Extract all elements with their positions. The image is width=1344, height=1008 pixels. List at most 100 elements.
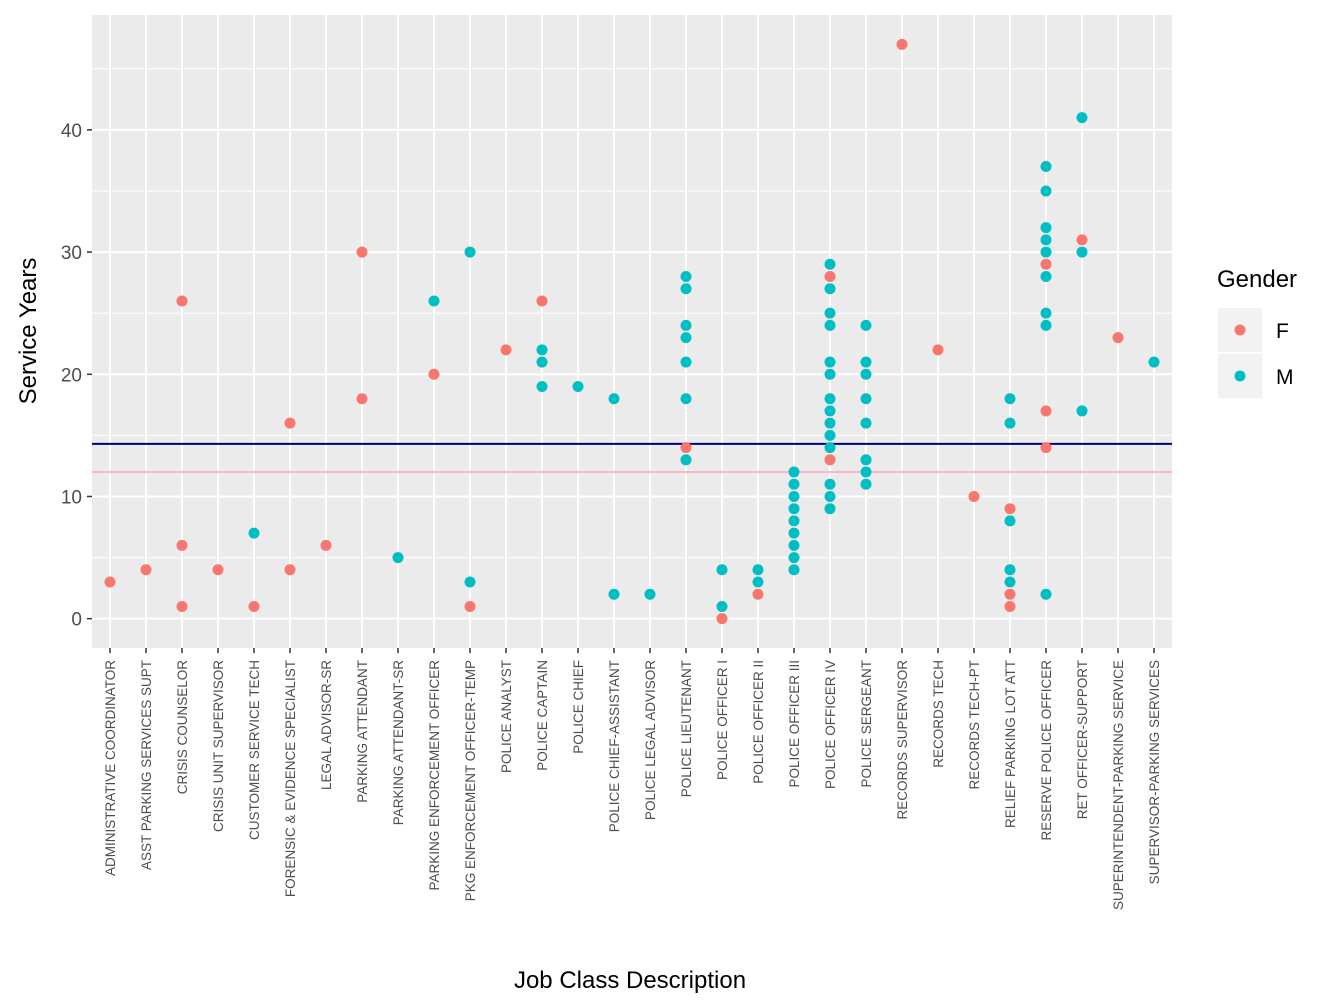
legend-key-point [1234,324,1246,336]
y-axis: 0 10 20 30 40 [61,121,92,631]
data-point-m [860,393,872,405]
legend-label: M [1276,366,1294,389]
data-point-f [176,295,188,307]
data-point-f [1076,234,1088,246]
x-tick-label: RELIEF PARKING LOT ATT [1003,660,1018,828]
x-axis-title: Job Class Description [514,967,746,994]
data-point-m [464,246,476,258]
x-axis: ADMINISTRATIVE COORDINATOR ASST PARKING S… [103,648,1162,910]
data-point-m [1040,161,1052,173]
x-tick-label: RECORDS TECH [931,660,946,768]
data-point-m [824,307,836,319]
data-point-f [752,588,764,600]
data-point-m [1040,234,1052,246]
data-point-m [824,356,836,368]
data-point-m [860,319,872,331]
data-point-m [824,393,836,405]
data-point-f [356,246,368,258]
data-point-m [788,478,800,490]
data-point-f [356,393,368,405]
data-point-f [176,539,188,551]
x-tick-label: POLICE OFFICER I [715,660,730,780]
data-point-m [680,393,692,405]
data-point-m [860,454,872,466]
x-tick-label: FORENSIC & EVIDENCE SPECIALIST [283,660,298,897]
x-tick-label: RESERVE POLICE OFFICER [1039,660,1054,841]
data-point-m [824,478,836,490]
data-point-m [680,356,692,368]
data-point-m [536,356,548,368]
data-point-m [716,564,728,576]
x-tick-label: ADMINISTRATIVE COORDINATOR [103,660,118,876]
data-point-m [1076,112,1088,124]
data-point-f [968,490,980,502]
data-point-m [644,588,656,600]
data-point-m [1004,564,1016,576]
data-point-m [752,564,764,576]
x-tick-label: PARKING ATTENDANT-SR [391,660,406,826]
data-point-f [1040,442,1052,454]
data-point-f [320,539,332,551]
data-point-m [1004,393,1016,405]
data-point-m [824,368,836,380]
data-point-m [824,442,836,454]
legend-key-point [1234,370,1246,382]
data-point-m [1004,515,1016,527]
x-tick-label: SUPERVISOR-PARKING SERVICES [1147,660,1162,884]
data-point-m [1040,185,1052,197]
data-point-m [860,356,872,368]
data-point-m [1040,246,1052,258]
x-tick-label: RET OFFICER-SUPPORT [1075,660,1090,819]
legend-title: Gender [1217,266,1297,293]
x-tick-label: PARKING ATTENDANT [355,660,370,803]
y-tick-label: 40 [61,121,82,142]
data-point-m [788,466,800,478]
minor-gridlines [92,68,1172,559]
x-tick-label: POLICE SERGEANT [859,660,874,788]
data-point-m [1004,576,1016,588]
data-point-f [536,295,548,307]
data-point-m [1040,271,1052,283]
data-point-f [284,417,296,429]
data-point-f [500,344,512,356]
y-tick-label: 20 [61,365,82,386]
data-point-m [860,478,872,490]
data-point-m [1076,246,1088,258]
x-tick-label: CUSTOMER SERVICE TECH [247,660,262,840]
data-point-f [1004,588,1016,600]
x-tick-label: POLICE CAPTAIN [535,660,550,771]
x-tick-label: POLICE OFFICER II [751,660,766,784]
legend: Gender FM [1217,266,1297,398]
data-point-m [608,588,620,600]
data-point-m [248,527,260,539]
data-point-m [824,258,836,270]
data-point-f [284,564,296,576]
reference-lines [92,442,1172,474]
data-point-m [824,490,836,502]
data-point-m [788,503,800,515]
data-point-f [824,454,836,466]
data-point-f [1040,405,1052,417]
x-tick-label: SUPERINTENDENT-PARKING SERVICE [1111,660,1126,910]
data-point-m [788,564,800,576]
plot-panel [92,15,1172,648]
legend-label: F [1276,320,1289,343]
x-tick-label: POLICE OFFICER IV [823,660,838,789]
data-point-m [680,283,692,295]
data-point-m [428,295,440,307]
x-tick-label: CRISIS COUNSELOR [175,660,190,795]
x-tick-label: CRISIS UNIT SUPERVISOR [211,660,226,832]
x-tick-label: PKG ENFORCEMENT OFFICER-TEMP [463,660,478,901]
data-point-m [1040,319,1052,331]
data-point-m [392,552,404,564]
data-point-m [788,515,800,527]
data-point-m [680,454,692,466]
data-point-f [896,38,908,50]
data-point-m [1040,588,1052,600]
data-point-f [428,368,440,380]
data-point-m [824,429,836,441]
data-point-f [140,564,152,576]
y-tick-label: 30 [61,243,82,264]
x-tick-label: POLICE CHIEF-ASSISTANT [607,660,622,832]
